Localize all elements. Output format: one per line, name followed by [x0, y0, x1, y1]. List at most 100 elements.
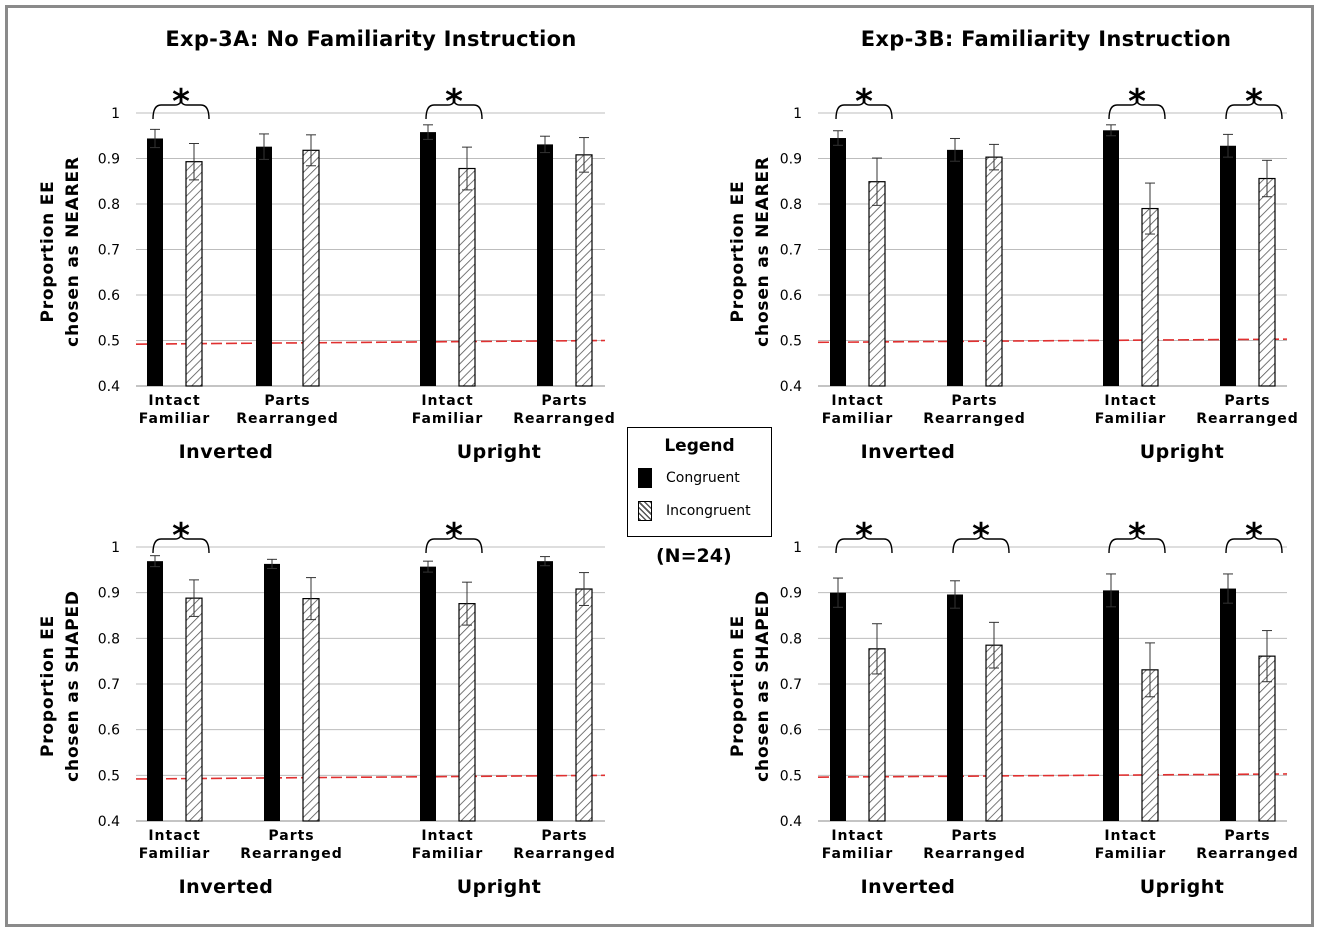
bar-congruent: [947, 594, 963, 821]
y-tick-label: 0.6: [780, 288, 802, 304]
group-label: Upright: [1140, 876, 1225, 898]
bar-congruent: [1103, 590, 1119, 821]
y-tick-label: 1: [793, 540, 802, 556]
bar-incongruent: [575, 588, 593, 822]
bar-incongruent: [575, 154, 593, 387]
sample-size-label: (N=24): [656, 545, 732, 567]
y-tick-label: 0.4: [98, 814, 120, 830]
y-tick-label: 0.5: [780, 334, 802, 350]
reference-line: [817, 338, 1288, 344]
y-tick-label: 0.9: [98, 152, 120, 168]
category-label: Parts: [268, 828, 314, 844]
category-label: Parts: [1224, 828, 1270, 844]
significance-asterisk: *: [1128, 82, 1146, 122]
category-label: Parts: [541, 828, 587, 844]
bar-congruent: [537, 144, 553, 386]
bar-congruent: [147, 561, 163, 821]
bar-incongruent: [1141, 207, 1159, 387]
bar-incongruent: [302, 598, 320, 822]
category-label: Parts: [951, 828, 997, 844]
significance-bracket: [425, 532, 483, 554]
y-tick-label: 0.8: [780, 197, 802, 213]
significance-bracket: [1225, 98, 1283, 120]
significance-bracket: [152, 532, 210, 554]
figure-frame: [5, 5, 1314, 927]
category-label: Familiar: [412, 411, 484, 427]
category-label: Rearranged: [923, 846, 1025, 862]
y-axis-label: chosen as NEARER: [753, 156, 773, 347]
legend-item-incongruent: Incongruent: [638, 501, 751, 521]
group-label: Upright: [457, 441, 542, 463]
reference-line: [135, 339, 606, 345]
group-label: Inverted: [179, 441, 274, 463]
y-axis-label: chosen as SHAPED: [753, 590, 773, 782]
bar-congruent: [1103, 130, 1119, 386]
title-exp-3b: Exp-3B: Familiarity Instruction: [860, 27, 1232, 51]
category-label: Intact: [1104, 393, 1156, 409]
category-label: Rearranged: [923, 411, 1025, 427]
chart-panel-1: 0.4 0.5 0.6 0.7 0.8 0.9 1 Proportion EE chosen a…: [38, 82, 615, 463]
significance-bracket: [1108, 98, 1166, 120]
y-tick-label: 0.4: [98, 379, 120, 395]
significance-bracket: [425, 98, 483, 120]
bar-congruent: [947, 149, 963, 386]
y-tick-label: 0.7: [780, 243, 802, 259]
bar-congruent: [830, 138, 846, 386]
chart-panel-3: 0.4 0.5 0.6 0.7 0.8 0.9 1 Proportion EE chosen a…: [38, 516, 615, 898]
significance-bracket: [835, 98, 893, 120]
category-label: Familiar: [139, 846, 211, 862]
category-label: Intact: [148, 393, 200, 409]
reference-line: [817, 773, 1288, 778]
category-label: Familiar: [822, 411, 894, 427]
bar-congruent: [537, 561, 553, 821]
category-label: Rearranged: [236, 411, 338, 427]
legend-label-incongruent: Incongruent: [666, 503, 751, 519]
y-tick-label: 0.7: [780, 677, 802, 693]
significance-asterisk: *: [855, 516, 873, 556]
legend-swatch-incongruent: [638, 501, 652, 521]
category-label: Intact: [421, 393, 473, 409]
y-tick-label: 0.5: [98, 768, 120, 784]
y-tick-label: 0.5: [98, 334, 120, 350]
category-label: Intact: [831, 393, 883, 409]
category-label: Familiar: [1095, 411, 1167, 427]
category-label: Intact: [421, 828, 473, 844]
category-label: Parts: [264, 393, 310, 409]
category-label: Parts: [541, 393, 587, 409]
y-axis-label: Proportion EE: [728, 615, 748, 757]
bar-congruent: [420, 132, 436, 386]
bar-congruent: [1220, 588, 1236, 821]
bar-incongruent: [458, 167, 476, 387]
y-tick-label: 1: [793, 106, 802, 122]
category-label: Parts: [1224, 393, 1270, 409]
y-tick-label: 0.9: [780, 586, 802, 602]
category-label: Rearranged: [513, 411, 615, 427]
y-tick-label: 0.7: [98, 243, 120, 259]
y-axis-label: chosen as SHAPED: [63, 590, 83, 782]
category-label: Rearranged: [1196, 846, 1298, 862]
y-tick-label: 0.4: [780, 814, 802, 830]
category-label: Intact: [1104, 828, 1156, 844]
category-label: Parts: [951, 393, 997, 409]
y-tick-label: 0.6: [780, 723, 802, 739]
significance-asterisk: *: [1245, 82, 1263, 122]
bar-incongruent: [985, 156, 1003, 387]
legend: Legend Congruent Incongruent: [627, 427, 772, 537]
category-label: Intact: [831, 828, 883, 844]
title-exp-3a: Exp-3A: No Familiarity Instruction: [165, 27, 577, 51]
bar-incongruent: [302, 149, 320, 387]
group-label: Inverted: [861, 876, 956, 898]
y-tick-label: 1: [111, 106, 120, 122]
y-tick-label: 0.9: [98, 586, 120, 602]
bar-incongruent: [1258, 177, 1276, 387]
group-label: Upright: [1140, 441, 1225, 463]
reference-line: [135, 774, 606, 780]
y-tick-label: 0.8: [98, 197, 120, 213]
significance-asterisk: *: [172, 82, 190, 122]
y-tick-label: 0.6: [98, 723, 120, 739]
y-axis-label: chosen as NEARER: [63, 156, 83, 347]
bar-congruent: [830, 592, 846, 821]
significance-asterisk: *: [1245, 516, 1263, 556]
significance-asterisk: *: [972, 516, 990, 556]
